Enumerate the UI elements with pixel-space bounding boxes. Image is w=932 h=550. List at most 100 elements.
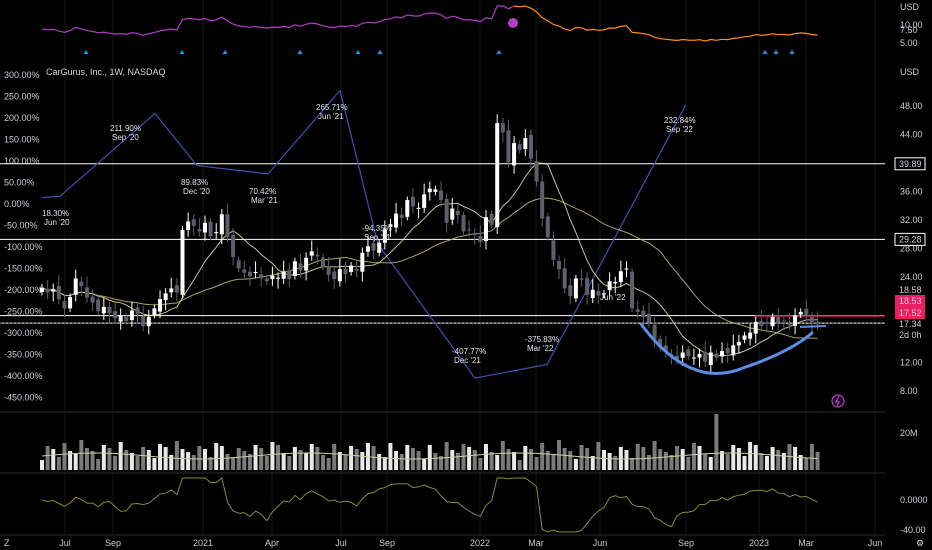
candle-body xyxy=(579,278,584,280)
volume-bar xyxy=(62,443,67,470)
volume-bar xyxy=(118,442,123,470)
candle-body xyxy=(461,215,466,232)
volume-bar xyxy=(84,448,89,470)
volume-bar xyxy=(528,449,533,470)
candle-body xyxy=(343,269,348,275)
tv-logo-icon: Z xyxy=(4,538,10,548)
candle-body xyxy=(96,299,101,312)
volume-bar xyxy=(444,442,449,470)
candle-body xyxy=(568,285,573,297)
wave-path xyxy=(41,89,687,379)
volume-bar xyxy=(697,446,702,470)
candle-body xyxy=(478,236,483,243)
volume-bar xyxy=(354,449,359,470)
candle-body xyxy=(242,269,247,273)
volume-bar xyxy=(141,447,146,470)
time-axis: Jul Sep 2021 Apr Jul Sep 2022 Mar Jun Sep 2023 Mar J… xyxy=(59,538,882,548)
signal-circle-icon[interactable] xyxy=(508,18,518,28)
candle-body xyxy=(45,288,50,293)
moving-averages xyxy=(41,162,818,357)
candle-body xyxy=(225,214,230,238)
time-label: 2022 xyxy=(470,538,490,548)
left-axis-tick: -100.00% xyxy=(4,242,43,252)
left-axis-tick: 0.00% xyxy=(4,199,30,209)
moving-average-line xyxy=(41,197,818,339)
candle-body xyxy=(169,288,174,293)
wave-line xyxy=(41,89,687,379)
annotation-pct: 18.30% xyxy=(42,209,69,218)
volume-bar xyxy=(124,450,129,470)
candle-body xyxy=(349,265,354,273)
volume-bar xyxy=(602,450,606,470)
candle-body xyxy=(377,242,382,253)
candle-body xyxy=(658,338,663,348)
volume-bar xyxy=(405,445,410,470)
volume-bar xyxy=(388,443,393,470)
price-tag-box xyxy=(894,232,926,246)
marker-icon xyxy=(83,50,89,54)
top-markers xyxy=(83,50,795,54)
annotation-pct: -407.77% xyxy=(452,347,486,356)
alert-icon[interactable] xyxy=(831,394,845,408)
left-axis-tick: 50.00% xyxy=(4,178,35,188)
time-label: 2023 xyxy=(749,538,769,548)
settings-icon[interactable]: ⚙ xyxy=(916,538,924,548)
volume-bar xyxy=(646,455,651,470)
candle-body xyxy=(455,210,460,216)
candle-body xyxy=(214,232,219,234)
horizontal-levels xyxy=(0,163,885,324)
right-axis-tick: 8.00 xyxy=(900,386,918,396)
candle-body xyxy=(304,257,309,271)
volume-bar xyxy=(759,453,764,470)
candle-body xyxy=(472,233,477,235)
candle-body xyxy=(697,353,702,358)
volume-bar xyxy=(180,449,185,470)
marker-icon xyxy=(355,50,361,54)
candle-body xyxy=(607,281,612,291)
candle-body xyxy=(691,357,696,359)
candle-body xyxy=(62,301,67,309)
candle-body xyxy=(208,221,213,237)
marker-icon xyxy=(496,50,502,54)
candle-body xyxy=(405,200,410,217)
volume-bar xyxy=(360,452,365,470)
candle-body xyxy=(680,352,685,358)
candle-body xyxy=(781,320,786,322)
volume-bar xyxy=(455,453,460,470)
volume-bar xyxy=(270,442,275,470)
volume-bar xyxy=(90,451,95,470)
candle-body xyxy=(202,222,207,233)
candle-body xyxy=(528,134,533,159)
volume-bar xyxy=(40,460,44,470)
candle-body xyxy=(68,296,73,309)
candle-body xyxy=(163,293,168,301)
volume-bar xyxy=(101,445,106,470)
candle-body xyxy=(118,315,123,322)
candle-body xyxy=(439,190,444,201)
osc-tick-40: -40.00 xyxy=(900,525,926,535)
volume-bar xyxy=(686,457,691,470)
candle-body xyxy=(56,285,61,300)
candle-body xyxy=(292,261,297,276)
volume-bar xyxy=(287,456,292,470)
volume-bar xyxy=(680,449,685,470)
candle-body xyxy=(736,341,741,346)
candle-body xyxy=(562,268,567,289)
left-axis-tick: 300.00% xyxy=(4,70,40,80)
candle-body xyxy=(186,221,191,230)
candle-body xyxy=(101,306,106,314)
annotation-pct: 89.83% xyxy=(181,178,208,187)
volume-bar xyxy=(562,448,567,470)
volume-bar xyxy=(742,456,747,470)
volume-bar xyxy=(506,449,511,470)
volume-bar xyxy=(247,454,252,470)
marker-icon xyxy=(377,50,383,54)
candle-body xyxy=(663,345,668,352)
candle-body xyxy=(90,296,95,303)
volume-bar xyxy=(720,451,725,470)
candle-body xyxy=(596,290,601,296)
right-axis-tick: 48.00 xyxy=(900,101,923,111)
volume-bar xyxy=(523,446,528,470)
annotation-pct: 265.71% xyxy=(316,103,348,112)
